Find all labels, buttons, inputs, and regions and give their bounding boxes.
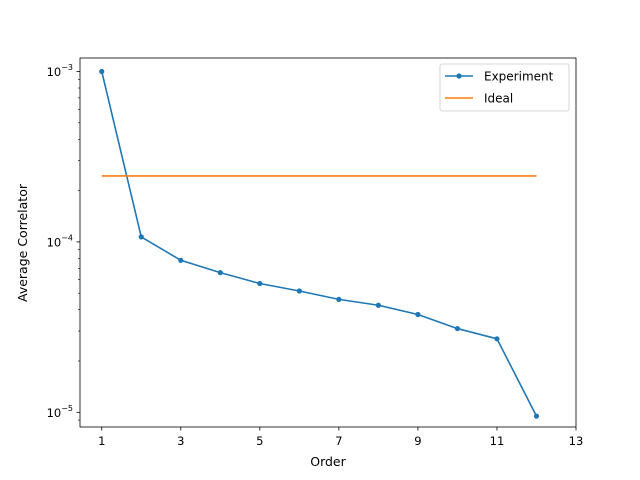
data-point (375, 302, 381, 308)
y-tick-label-exponent: −3 (61, 63, 73, 72)
data-point (494, 336, 500, 342)
y-axis-label: Average Correlator (15, 183, 30, 302)
legend-marker (456, 73, 462, 79)
y-tick-label-exponent: −4 (61, 233, 73, 242)
y-tick-label: 10−3 (47, 63, 73, 79)
axes-frame (79, 57, 577, 428)
y-tick-label: 10−5 (47, 404, 73, 420)
data-point (533, 413, 540, 419)
data-point (99, 68, 105, 75)
data-point (296, 288, 302, 294)
y-tick-label: 10−4 (47, 233, 73, 249)
data-point (217, 270, 223, 276)
x-tick-label: 11 (490, 434, 505, 448)
x-tick-label: 13 (569, 434, 584, 448)
data-point (336, 296, 342, 302)
y-tick-label-exponent: −5 (61, 404, 73, 413)
data-point (415, 311, 421, 318)
legend: Experiment Ideal (439, 63, 570, 112)
legend-label: Experiment (484, 70, 554, 84)
y-tick-label-base: 10 (47, 65, 62, 79)
x-tick-label: 1 (98, 434, 105, 448)
series-line-experiment (100, 71, 538, 417)
x-tick-label: 9 (414, 434, 421, 448)
x-tick-label: 3 (177, 434, 184, 448)
data-point (178, 257, 184, 263)
data-point (454, 325, 461, 332)
data-point (257, 280, 263, 287)
legend-label: Ideal (484, 92, 513, 106)
data-point (138, 234, 144, 240)
y-tick-label-base: 10 (47, 406, 62, 420)
y-tick-label-base: 10 (47, 235, 62, 249)
x-tick-label: 7 (335, 434, 342, 448)
x-tick-label: 5 (256, 434, 263, 448)
x-axis-label: Order (310, 454, 346, 469)
